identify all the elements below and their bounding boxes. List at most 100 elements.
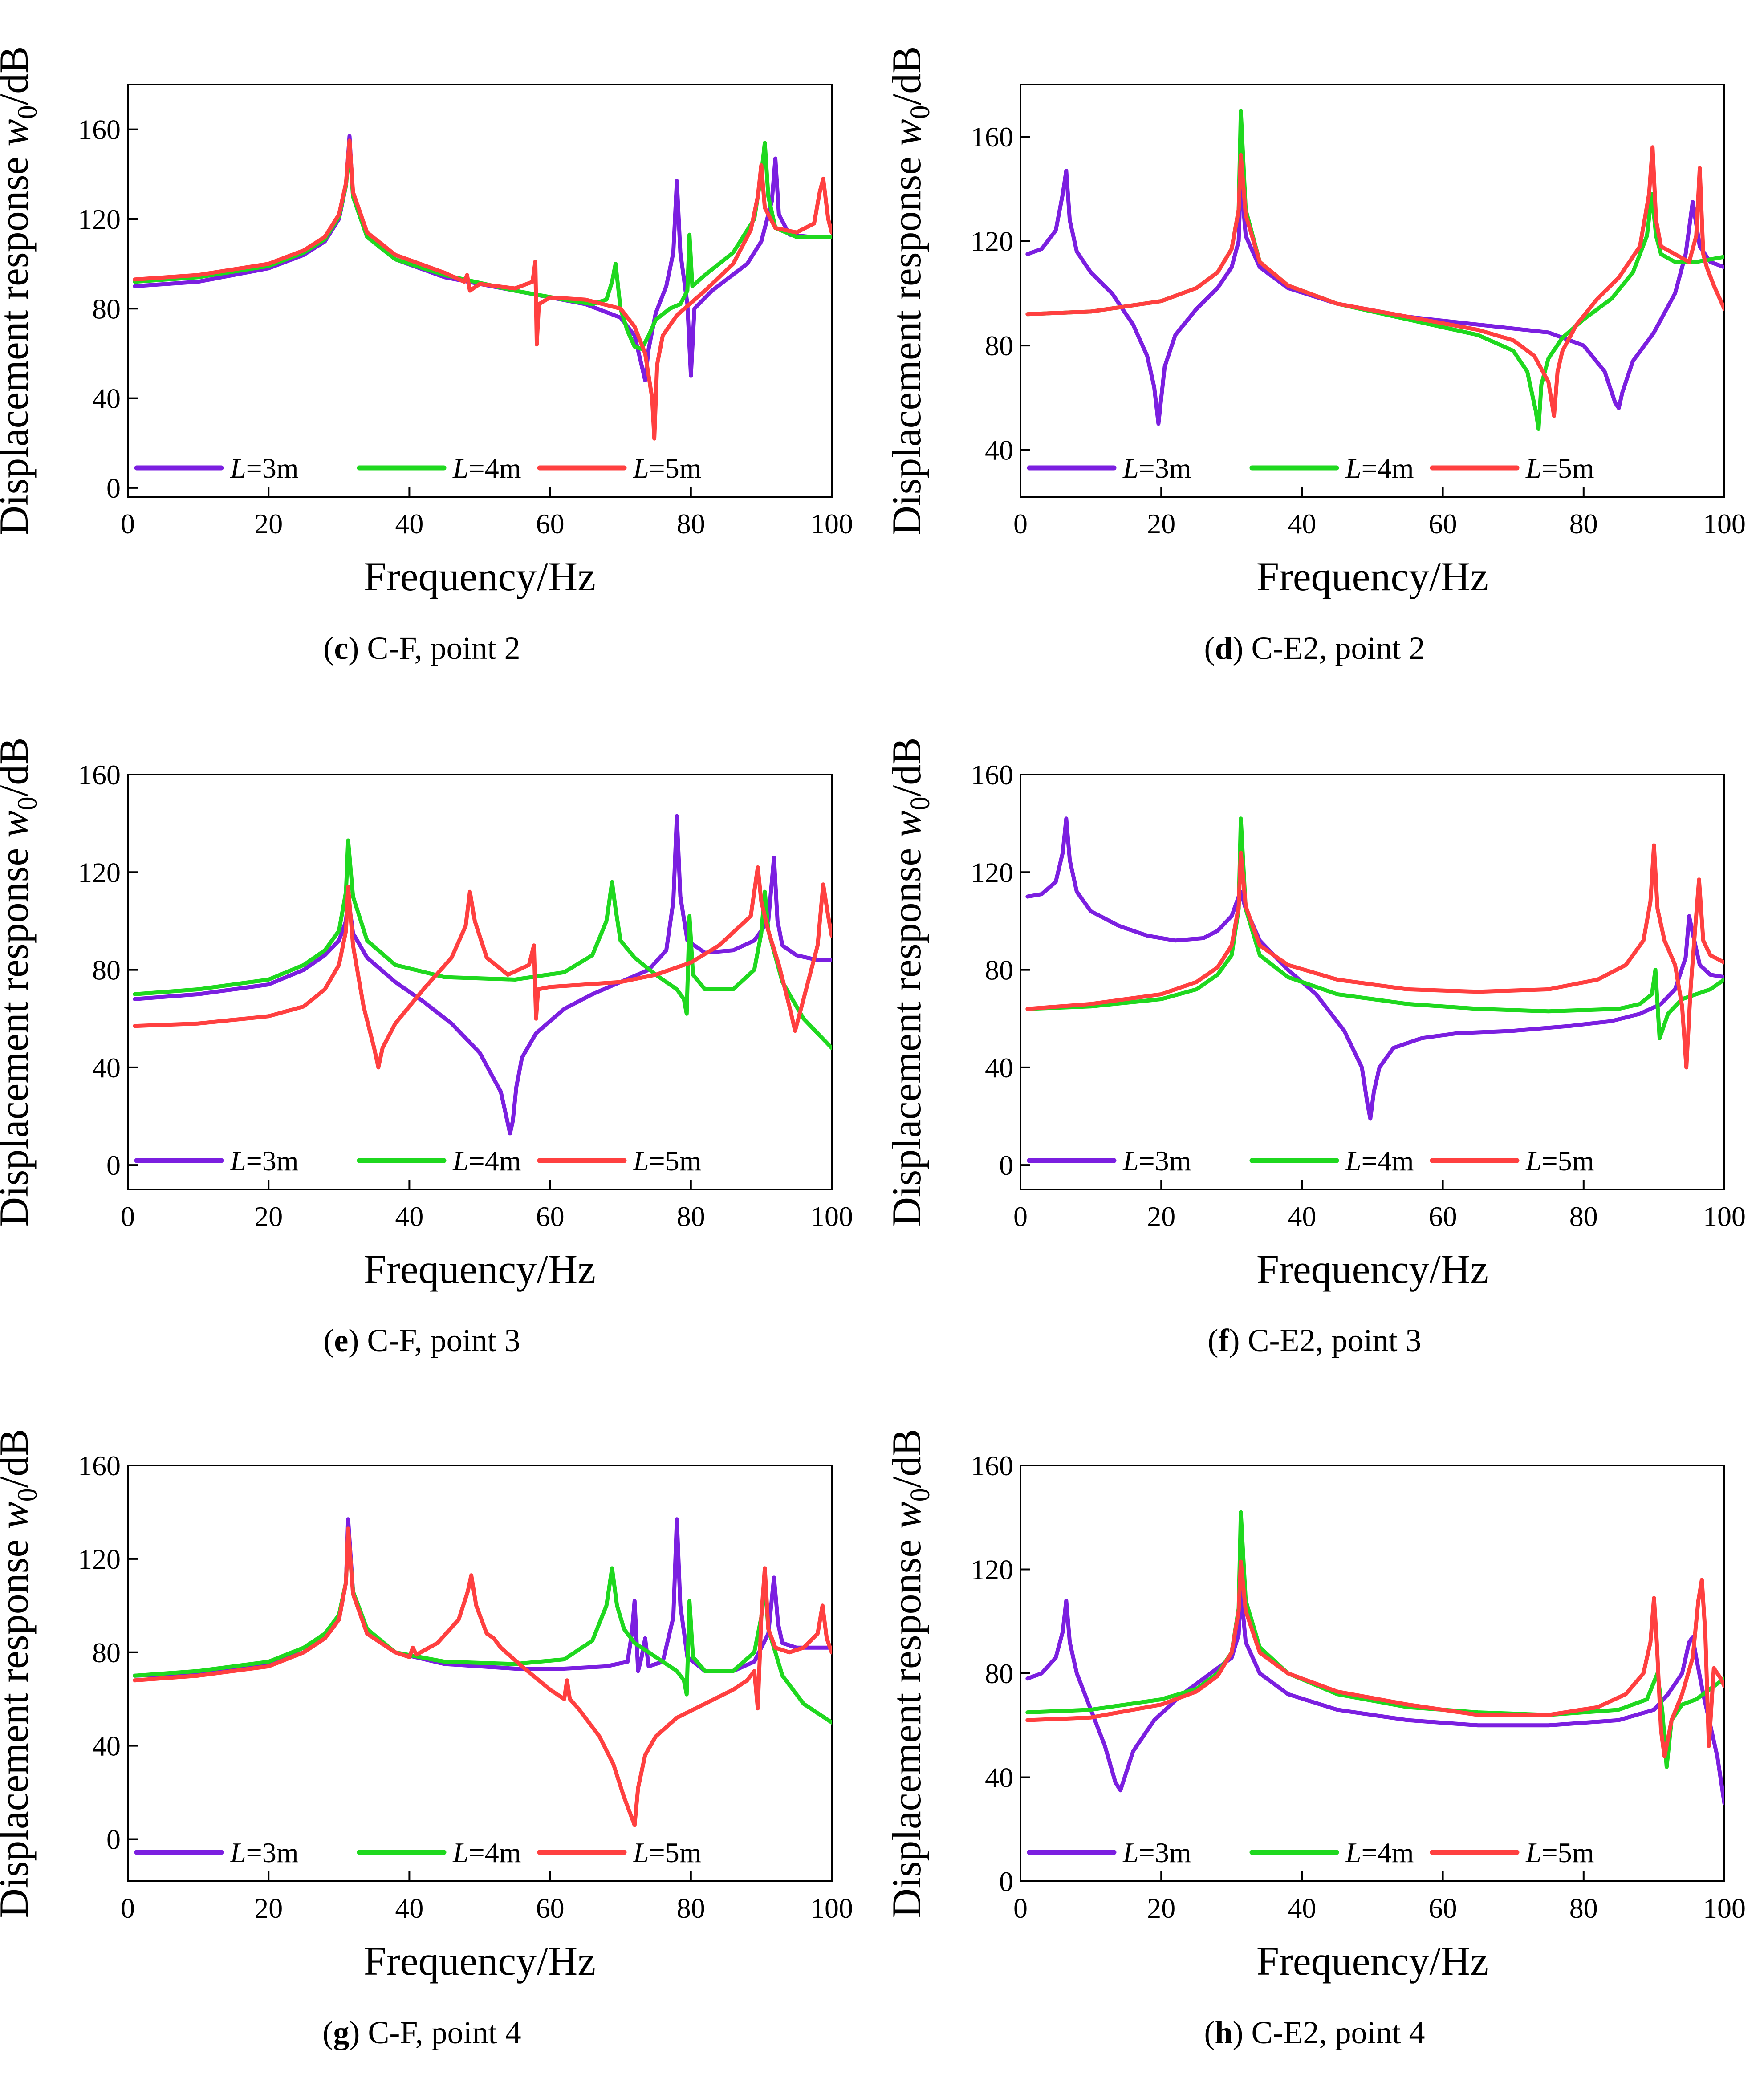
series-line-l5m bbox=[1025, 1559, 1724, 1759]
panel-caption: (g) C-F, point 4 bbox=[322, 2015, 521, 2050]
legend-label: L=5m bbox=[1525, 1837, 1594, 1868]
x-axis-label: Frequency/Hz bbox=[1256, 554, 1488, 599]
y-tick-label: 40 bbox=[92, 1730, 121, 1762]
x-tick-label: 40 bbox=[1288, 508, 1316, 540]
y-tick-label: 160 bbox=[971, 1450, 1013, 1481]
series-line-l4m bbox=[1025, 816, 1724, 1040]
y-tick-label: 0 bbox=[106, 1824, 121, 1855]
x-tick-label: 100 bbox=[1703, 1201, 1746, 1232]
y-tick-label: 160 bbox=[971, 759, 1013, 791]
legend-label: L=3m bbox=[230, 452, 298, 484]
x-tick-label: 100 bbox=[810, 1892, 853, 1924]
y-tick-label: 40 bbox=[92, 383, 121, 414]
series-line-l5m bbox=[133, 138, 832, 441]
legend-label: L=5m bbox=[633, 1837, 701, 1868]
y-tick-label: 120 bbox=[78, 856, 121, 888]
x-tick-label: 60 bbox=[1429, 1892, 1457, 1924]
panel-f: 0 20 40 60 80 100 0 40 80 120 160 Frequency/Hz Displ… bbox=[884, 737, 1746, 1358]
plot-frame bbox=[1020, 774, 1725, 1190]
y-tick-label: 0 bbox=[106, 472, 121, 504]
legend-label: L=3m bbox=[1122, 1145, 1191, 1177]
plot-frame bbox=[1020, 1465, 1725, 1882]
legend-label: L=5m bbox=[1525, 452, 1594, 484]
y-tick-label: 160 bbox=[971, 121, 1013, 153]
x-tick-label: 40 bbox=[395, 1892, 423, 1924]
x-tick-label: 0 bbox=[121, 1892, 135, 1924]
x-tick-label: 100 bbox=[1703, 1892, 1746, 1924]
y-axis-label: Displacement response w0/dB bbox=[884, 46, 935, 535]
x-tick-label: 60 bbox=[1429, 508, 1457, 540]
y-tick-label: 40 bbox=[92, 1052, 121, 1084]
x-tick-label: 60 bbox=[536, 508, 565, 540]
panel-caption: (e) C-F, point 3 bbox=[323, 1323, 520, 1358]
x-tick-label: 40 bbox=[1288, 1201, 1316, 1232]
plot-frame bbox=[127, 774, 833, 1190]
legend-label: L=4m bbox=[452, 1837, 521, 1868]
y-tick-label: 120 bbox=[971, 226, 1013, 257]
series-line-l3m bbox=[133, 1517, 832, 1678]
panel-h: 0 20 40 60 80 100 0 40 80 120 160 Frequency/Hz Displ… bbox=[884, 1429, 1746, 2050]
panel-caption: (c) C-F, point 2 bbox=[323, 630, 520, 666]
y-tick-label: 0 bbox=[999, 1866, 1013, 1897]
y-tick-label: 80 bbox=[985, 1658, 1013, 1689]
plot-frame bbox=[1020, 84, 1725, 498]
y-tick-label: 80 bbox=[92, 1637, 121, 1668]
x-tick-label: 20 bbox=[1147, 508, 1175, 540]
panel-d: 0 20 40 60 80 100 40 80 120 160 Frequency/Hz Displa… bbox=[884, 46, 1746, 666]
x-tick-label: 40 bbox=[395, 508, 423, 540]
series-line-l3m bbox=[133, 814, 832, 1136]
x-tick-label: 100 bbox=[1703, 508, 1746, 540]
x-tick-label: 80 bbox=[1569, 1892, 1598, 1924]
series-line-l4m bbox=[133, 838, 832, 1050]
series-line-l4m bbox=[1025, 109, 1724, 431]
legend-label: L=3m bbox=[1122, 1837, 1191, 1868]
x-tick-label: 60 bbox=[536, 1201, 565, 1232]
x-axis-label: Frequency/Hz bbox=[364, 1246, 596, 1292]
y-tick-label: 80 bbox=[92, 954, 121, 986]
series-line-l3m bbox=[1025, 816, 1724, 1121]
x-tick-label: 80 bbox=[677, 508, 705, 540]
y-tick-label: 160 bbox=[78, 759, 121, 791]
legend-label: L=4m bbox=[1345, 1145, 1414, 1177]
plot-frame bbox=[127, 84, 833, 498]
x-tick-label: 100 bbox=[810, 1201, 853, 1232]
panel-caption: (d) C-E2, point 2 bbox=[1204, 630, 1425, 666]
series-line-l5m bbox=[1025, 145, 1724, 418]
y-tick-label: 0 bbox=[999, 1149, 1013, 1181]
x-tick-label: 80 bbox=[677, 1892, 705, 1924]
y-axis-label: Displacement response w0/dB bbox=[884, 737, 935, 1226]
x-axis-label: Frequency/Hz bbox=[364, 554, 596, 599]
y-tick-label: 80 bbox=[92, 293, 121, 325]
y-tick-label: 120 bbox=[78, 203, 121, 235]
series-line-l5m bbox=[133, 1526, 832, 1827]
y-tick-label: 80 bbox=[985, 330, 1013, 361]
panel-caption: (f) C-E2, point 3 bbox=[1208, 1323, 1422, 1358]
panel-caption: (h) C-E2, point 4 bbox=[1204, 2015, 1425, 2050]
y-axis-label: Displacement response w0/dB bbox=[0, 1429, 43, 1918]
x-axis-label: Frequency/Hz bbox=[364, 1938, 596, 1984]
x-tick-label: 40 bbox=[1288, 1892, 1316, 1924]
legend-label: L=3m bbox=[1122, 452, 1191, 484]
series-line-l5m bbox=[1025, 843, 1724, 1070]
x-tick-label: 100 bbox=[810, 508, 853, 540]
y-tick-label: 40 bbox=[985, 1052, 1013, 1084]
legend-label: L=3m bbox=[230, 1145, 298, 1177]
x-tick-label: 20 bbox=[1147, 1201, 1175, 1232]
y-tick-label: 80 bbox=[985, 954, 1013, 986]
x-tick-label: 20 bbox=[254, 1892, 283, 1924]
legend-label: L=5m bbox=[1525, 1145, 1594, 1177]
x-tick-label: 80 bbox=[1569, 508, 1598, 540]
panel-c: 0 20 40 60 80 100 0 40 80 120 160 Frequency/Hz Displ… bbox=[0, 46, 853, 666]
legend-label: L=4m bbox=[1345, 452, 1414, 484]
x-tick-label: 20 bbox=[254, 1201, 283, 1232]
x-axis-label: Frequency/Hz bbox=[1256, 1246, 1488, 1292]
x-axis-label: Frequency/Hz bbox=[1256, 1938, 1488, 1984]
series-line-l4m bbox=[133, 141, 832, 351]
y-tick-label: 40 bbox=[985, 434, 1013, 466]
legend-label: L=3m bbox=[230, 1837, 298, 1868]
legend-label: L=4m bbox=[452, 1145, 521, 1177]
legend-label: L=5m bbox=[633, 1145, 701, 1177]
y-tick-label: 0 bbox=[106, 1149, 121, 1181]
x-tick-label: 80 bbox=[1569, 1201, 1598, 1232]
